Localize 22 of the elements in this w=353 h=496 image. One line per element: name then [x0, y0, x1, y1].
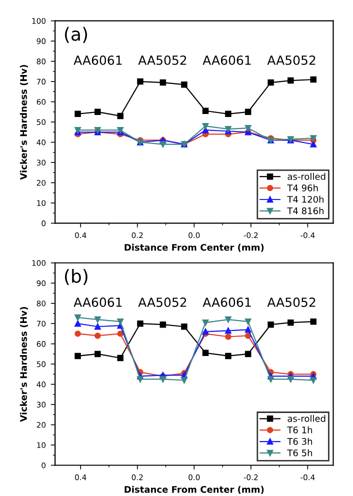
legend-label: T6 5h — [287, 449, 312, 456]
annotation: AA5052 — [267, 298, 316, 307]
annotation: AA5052 — [138, 298, 186, 307]
x-axis-title: Distance From Center (mm) — [124, 244, 264, 252]
annotation: AA6061 — [74, 55, 122, 65]
annotation: (a) — [64, 26, 88, 44]
legend-label: T4 816h — [287, 207, 324, 214]
y-axis-title: Vicker's Hardness (Hv) — [20, 64, 28, 180]
annotation: (b) — [64, 268, 88, 286]
legend-label: T6 3h — [287, 438, 312, 445]
legend-label: T4 120h — [287, 196, 324, 203]
legend-label: T4 96h — [287, 184, 318, 192]
legend-label: as-rolled — [288, 414, 326, 422]
legend-label: as-rolled — [288, 172, 326, 180]
annotation: AA5052 — [138, 55, 186, 65]
annotation: AA5052 — [267, 55, 316, 65]
x-axis-title: Distance From Center (mm) — [124, 486, 264, 494]
annotation: AA6061 — [202, 55, 251, 65]
legend-label: T6 1h — [287, 426, 312, 434]
annotation: AA6061 — [202, 298, 251, 307]
y-axis-title: Vicker's Hardness (Hv) — [20, 307, 28, 422]
annotation: AA6061 — [74, 298, 122, 307]
